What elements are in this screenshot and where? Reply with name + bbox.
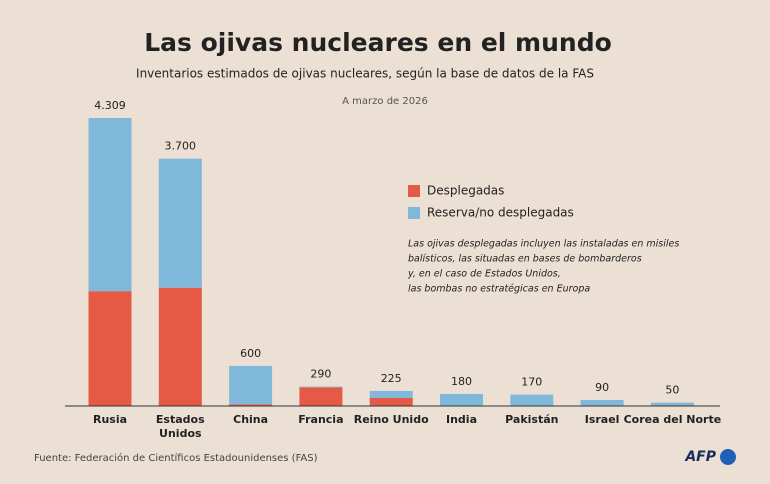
bar-segment (158, 287, 202, 406)
chart-title: Las ojivas nucleares en el mundo (144, 28, 612, 57)
bar-segment (299, 387, 343, 406)
x-tick-label: India (446, 413, 477, 426)
total-label: 170 (521, 376, 542, 389)
bar-segment (88, 291, 132, 406)
bar-segment (299, 386, 343, 388)
total-label: 3.700 (165, 140, 197, 153)
x-tick-label: Rusia (93, 413, 127, 426)
legend-label: Reserva/no desplegadas (427, 206, 574, 220)
x-tick-label: Corea del Norte (624, 413, 722, 426)
bar-segment (650, 402, 694, 406)
x-tick-label: China (233, 413, 268, 426)
bar-segment (229, 365, 273, 405)
note: Las ojivas desplegadas incluyen las inst… (408, 239, 679, 250)
note: balísticos, las situadas en bases de bom… (408, 254, 642, 265)
legend-swatch (408, 185, 420, 197)
bar-segment (158, 158, 202, 288)
bar-segment (229, 404, 273, 406)
total-label: 290 (310, 368, 331, 381)
x-tick-label: Estados Unidos (156, 413, 205, 440)
total-label: 4.309 (94, 99, 126, 112)
date-note: A marzo de 2026 (342, 96, 428, 107)
bar-segment (580, 399, 624, 406)
x-tick-label: Francia (298, 413, 343, 426)
logo: AFP (684, 449, 716, 465)
total-label: 600 (240, 347, 261, 360)
x-tick-label-line: Estados (156, 413, 205, 426)
total-label: 50 (665, 384, 679, 397)
source: Fuente: Federación de Científicos Estado… (34, 452, 318, 464)
note: y, en el caso de Estados Unidos, (407, 269, 561, 280)
bar-segment (510, 394, 554, 406)
bar-segment (88, 118, 132, 292)
bar-segment (440, 393, 483, 406)
subtitle: Inventarios estimados de ojivas nucleare… (136, 67, 594, 81)
x-tick-label: Israel (585, 413, 620, 426)
x-tick-label-line: Unidos (159, 427, 202, 440)
logo-dot (720, 449, 736, 465)
legend-swatch (408, 207, 420, 219)
legend-label: Desplegadas (427, 184, 504, 198)
total-label: 225 (381, 372, 402, 385)
x-tick-label: Reino Unido (354, 413, 429, 426)
note: las bombas no estratégicas en Europa (408, 284, 590, 295)
bar-segment (369, 390, 413, 398)
bar-segment (369, 397, 413, 406)
total-label: 90 (595, 381, 609, 394)
x-tick-label: Pakistán (505, 413, 558, 426)
total-label: 180 (451, 375, 472, 388)
